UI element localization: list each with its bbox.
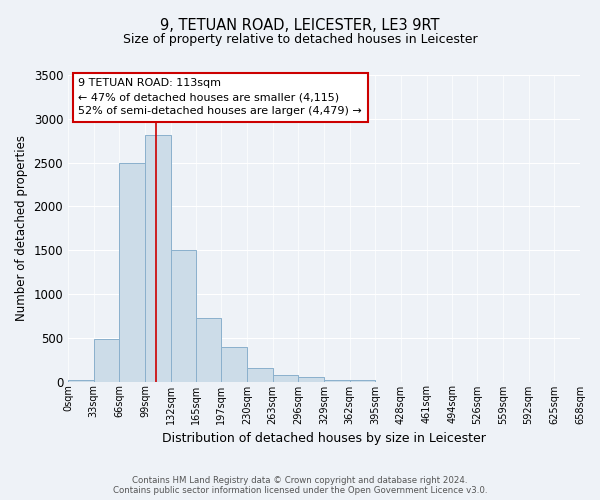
Bar xyxy=(272,376,298,382)
Bar xyxy=(68,380,94,382)
Bar xyxy=(145,134,171,382)
Text: Contains HM Land Registry data © Crown copyright and database right 2024.
Contai: Contains HM Land Registry data © Crown c… xyxy=(113,476,487,495)
Bar xyxy=(119,162,145,382)
Bar xyxy=(247,368,272,382)
Bar xyxy=(221,348,247,382)
Bar xyxy=(350,380,376,382)
Bar xyxy=(171,250,196,382)
Text: 9 TETUAN ROAD: 113sqm
← 47% of detached houses are smaller (4,115)
52% of semi-d: 9 TETUAN ROAD: 113sqm ← 47% of detached … xyxy=(78,78,362,116)
Y-axis label: Number of detached properties: Number of detached properties xyxy=(15,136,28,322)
Bar xyxy=(94,340,119,382)
Text: Size of property relative to detached houses in Leicester: Size of property relative to detached ho… xyxy=(122,32,478,46)
Text: 9, TETUAN ROAD, LEICESTER, LE3 9RT: 9, TETUAN ROAD, LEICESTER, LE3 9RT xyxy=(160,18,440,32)
Bar xyxy=(298,377,324,382)
Bar xyxy=(196,318,221,382)
X-axis label: Distribution of detached houses by size in Leicester: Distribution of detached houses by size … xyxy=(162,432,486,445)
Bar xyxy=(324,380,350,382)
